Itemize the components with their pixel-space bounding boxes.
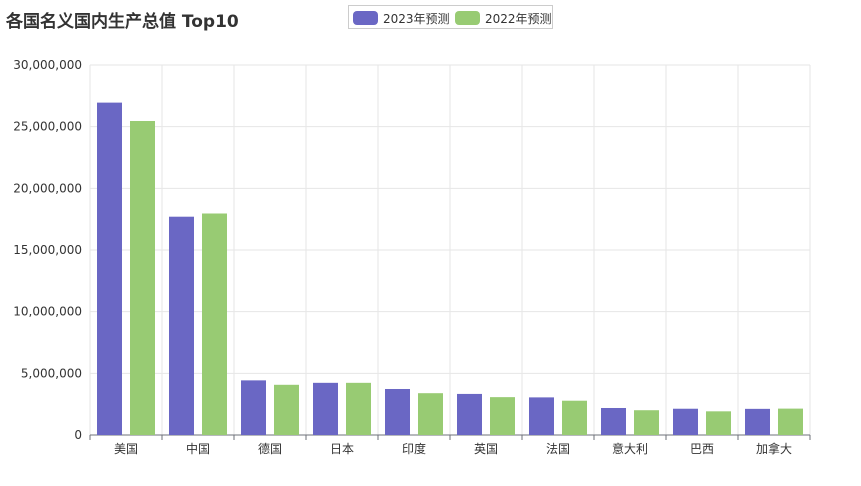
x-tick-label: 印度 [402, 441, 426, 456]
legend: 2023年预测 2022年预测 [348, 5, 553, 29]
bar-2023[interactable]: 2023年预测 德国: 4430000 [241, 380, 266, 435]
legend-item-2023[interactable]: 2023年预测 [353, 10, 450, 26]
x-tick-label: 巴西 [690, 442, 714, 456]
x-tick-label: 意大利 [612, 441, 648, 456]
y-tick-label: 20,000,000 [13, 181, 82, 195]
bar-2023[interactable]: 2023年预测 英国: 3330000 [457, 393, 482, 435]
y-tick-label: 10,000,000 [13, 305, 82, 319]
bar-2022[interactable]: 2022年预测 印度: 3390000 [418, 393, 443, 435]
y-tick-label: 15,000,000 [13, 243, 82, 257]
x-tick-label: 英国 [474, 442, 498, 456]
x-tick-label: 中国 [186, 441, 210, 456]
bar-2022[interactable]: 2022年预测 法国: 2780000 [562, 400, 587, 435]
bar-2023[interactable]: 2023年预测 印度: 3730000 [385, 388, 410, 435]
bar-2022[interactable]: 2022年预测 日本: 4230000 [346, 382, 371, 435]
bar-2022[interactable]: 2022年预测 美国: 25460000 [130, 120, 155, 435]
bar-2023[interactable]: 2023年预测 意大利: 2190000 [601, 407, 626, 435]
bar-2022[interactable]: 2022年预测 加拿大: 2140000 [778, 408, 803, 435]
x-tick-label: 德国 [258, 441, 282, 456]
bar-2022[interactable]: 2022年预测 英国: 3070000 [490, 397, 515, 435]
legend-label-2023: 2023年预测 [383, 11, 450, 26]
legend-label-2022: 2022年预测 [485, 11, 552, 26]
y-tick-label: 25,000,000 [13, 120, 82, 134]
bar-2023[interactable]: 2023年预测 加拿大: 2120000 [745, 408, 770, 435]
bar-2023[interactable]: 2023年预测 巴西: 2130000 [673, 408, 698, 435]
bar-2023[interactable]: 2023年预测 日本: 4230000 [313, 382, 338, 435]
bar-2022[interactable]: 2022年预测 中国: 17960000 [202, 213, 227, 435]
y-tick-label: 5,000,000 [21, 366, 82, 380]
chart-title: 各国名义国内生产总值 Top10 [6, 12, 239, 32]
y-tick-label: 30,000,000 [13, 58, 82, 72]
bar-2022[interactable]: 2022年预测 巴西: 1920000 [706, 411, 731, 435]
bar-2022[interactable]: 2022年预测 意大利: 2010000 [634, 410, 659, 435]
x-tick-label: 美国 [114, 442, 138, 456]
bar-2023[interactable]: 2023年预测 美国: 26950000 [97, 102, 122, 435]
y-tick-label: 0 [74, 428, 82, 442]
legend-item-2022[interactable]: 2022年预测 [455, 10, 552, 26]
legend-swatch-2022 [455, 11, 480, 25]
bar-2023[interactable]: 2023年预测 法国: 3050000 [529, 397, 554, 435]
bar-2022[interactable]: 2022年预测 德国: 4070000 [274, 384, 299, 435]
x-tick-label: 加拿大 [756, 441, 792, 456]
x-tick-label: 法国 [546, 442, 570, 456]
legend-swatch-2023 [353, 11, 378, 25]
bar-2023[interactable]: 2023年预测 中国: 17700000 [169, 216, 194, 435]
x-tick-label: 日本 [330, 442, 354, 456]
